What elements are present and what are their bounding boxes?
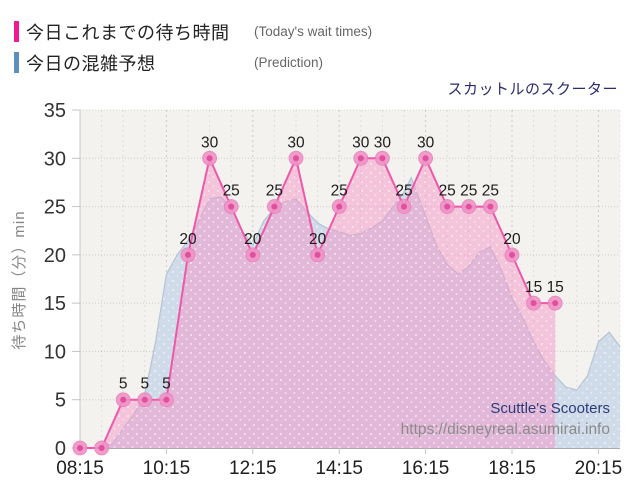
data-point-marker-center [379,155,386,162]
data-point-label: 30 [417,134,435,151]
data-point-marker-center [163,396,170,403]
legend-swatch-today [14,21,19,42]
data-point-label: 25 [331,183,348,200]
y-tick-label: 20 [44,245,66,267]
x-tick-label: 08:15 [56,458,104,479]
data-point-marker-center [141,396,148,403]
data-point-label: 25 [223,183,240,200]
legend-sublabel-prediction: (Prediction) [254,55,324,70]
data-point-label: 20 [244,231,262,248]
y-tick-label: 5 [55,390,66,412]
data-point-marker-center [271,203,278,210]
legend-swatch-prediction [14,52,19,73]
data-point-label: 25 [439,183,456,200]
data-point-marker-center [422,155,429,162]
data-point-marker-center [120,396,127,403]
data-point-marker-center [228,203,235,210]
data-point-marker-center [357,155,364,162]
x-tick-label: 20:15 [575,458,623,479]
y-tick-label: 0 [55,438,66,460]
data-point-label: 5 [162,376,171,393]
data-point-label: 25 [482,183,499,200]
chart-legend: 今日これまでの待ち時間 (Today's wait times) 今日の混雑予想… [14,16,372,78]
data-point-marker-center [336,203,343,210]
data-point-marker-center [185,251,191,258]
x-tick-label: 12:15 [229,458,277,479]
data-point-marker-center [77,445,83,451]
data-point-label: 25 [460,183,477,200]
y-tick-label: 25 [44,197,66,219]
x-tick-label: 14:15 [315,458,363,479]
legend-item-today: 今日これまでの待ち時間 (Today's wait times) [14,16,372,47]
data-point-label: 30 [374,134,392,151]
data-point-label: 30 [352,134,370,151]
data-point-label: 30 [201,134,219,151]
attraction-title: スカットルのスクーター [447,81,618,98]
data-point-marker-center [249,251,256,258]
data-point-marker-center [552,300,559,307]
data-point-marker-center [314,251,321,258]
data-point-label: 20 [179,231,197,248]
data-point-marker-center [487,203,494,210]
data-point-marker-center [530,300,537,307]
watermark-site-url: https://disneyreal.asumirai.info [400,421,610,438]
y-axis-title: 待ち時間（分）min [11,210,28,349]
data-point-label: 25 [266,183,283,200]
y-tick-label: 15 [44,293,66,315]
data-point-marker-center [444,203,451,210]
legend-label-today: 今日これまでの待ち時間 [26,22,230,43]
data-point-marker-center [98,445,105,451]
legend-item-prediction: 今日の混雑予想 (Prediction) [14,47,372,78]
data-point-label: 5 [140,376,149,393]
data-point-marker-center [206,155,213,162]
data-point-label: 25 [395,183,412,200]
watermark-site-name: Scuttle's Scooters [490,400,610,417]
x-tick-label: 18:15 [488,458,536,479]
data-point-label: 20 [309,231,327,248]
data-point-label: 5 [119,376,128,393]
legend-sublabel-today: (Today's wait times) [254,24,373,39]
data-point-label: 15 [547,279,564,296]
wait-times-area-texture [80,158,556,449]
y-tick-label: 30 [44,148,66,170]
x-tick-label: 16:15 [402,458,450,479]
legend-label-prediction: 今日の混雑予想 [26,53,156,74]
y-tick-label: 10 [44,341,66,363]
y-tick-label: 35 [44,100,66,122]
watermark: Scuttle's Scooters https://disneyreal.as… [401,398,610,440]
data-point-marker-center [465,203,472,210]
data-point-label: 15 [525,279,542,296]
data-point-marker-center [509,251,515,258]
data-point-marker-center [401,203,407,210]
data-point-label: 30 [287,134,305,151]
x-tick-label: 10:15 [143,458,191,479]
data-point-label: 20 [503,231,521,248]
data-point-marker-center [293,155,299,162]
